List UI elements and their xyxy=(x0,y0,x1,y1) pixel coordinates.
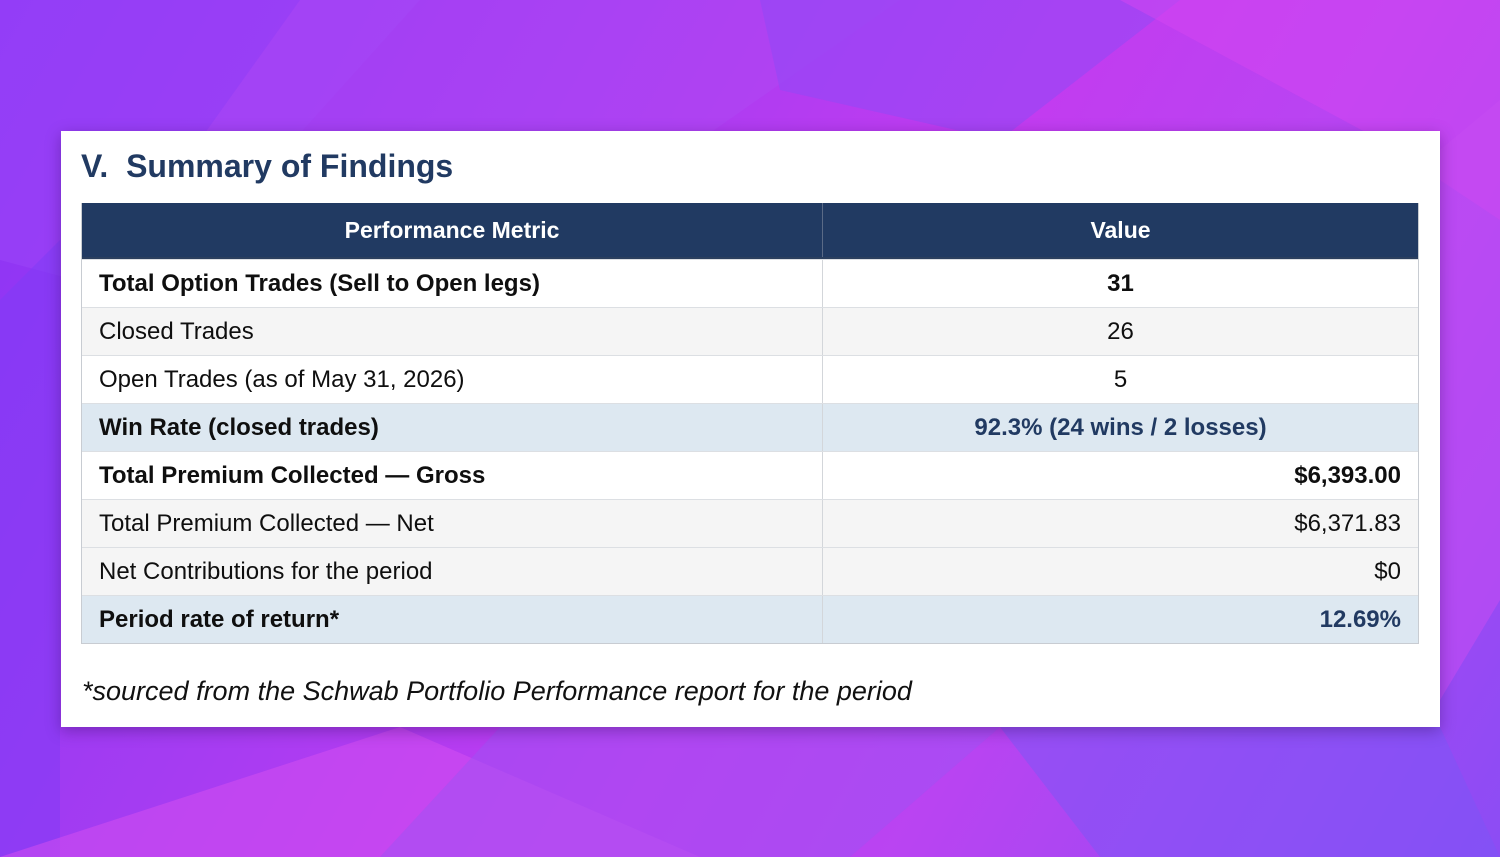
table-row: Open Trades (as of May 31, 2026) 5 xyxy=(82,355,1418,403)
table-row: Closed Trades 26 xyxy=(82,307,1418,355)
value-cell: 26 xyxy=(1107,317,1134,345)
metric-cell: Open Trades (as of May 31, 2026) xyxy=(82,356,823,403)
metric-cell: Total Premium Collected — Gross xyxy=(82,452,823,499)
value-cell: $0 xyxy=(1374,557,1401,585)
table-row-highlight: Period rate of return* 12.69% xyxy=(82,595,1418,643)
value-cell: 31 xyxy=(1107,269,1134,297)
table-row: Total Premium Collected — Gross $6,393.0… xyxy=(82,451,1418,499)
section-title: V. Summary of Findings xyxy=(81,148,454,184)
table-row-highlight: Win Rate (closed trades) 92.3% (24 wins … xyxy=(82,403,1418,451)
metric-cell: Net Contributions for the period xyxy=(82,548,823,595)
table-row: Total Option Trades (Sell to Open legs) … xyxy=(82,259,1418,307)
metric-cell: Period rate of return* xyxy=(82,596,823,643)
footnote: *sourced from the Schwab Portfolio Perfo… xyxy=(82,676,912,706)
value-cell: 5 xyxy=(1113,365,1128,393)
metric-cell: Closed Trades xyxy=(82,308,823,355)
header-metric: Performance Metric xyxy=(82,203,823,257)
header-value: Value xyxy=(1090,216,1151,243)
value-cell: $6,371.83 xyxy=(1294,509,1401,537)
table-row: Net Contributions for the period $0 xyxy=(82,547,1418,595)
table-row: Total Premium Collected — Net $6,371.83 xyxy=(82,499,1418,547)
metric-cell: Total Option Trades (Sell to Open legs) xyxy=(82,260,823,307)
metric-cell: Win Rate (closed trades) xyxy=(82,404,823,451)
value-cell: 12.69% xyxy=(1319,605,1401,633)
metric-cell: Total Premium Collected — Net xyxy=(82,500,823,547)
table-header: Performance Metric Value xyxy=(82,203,1418,259)
value-cell: $6,393.00 xyxy=(1294,461,1401,489)
findings-table: Performance Metric Value Total Option Tr… xyxy=(81,203,1419,644)
summary-card: V. Summary of Findings Performance Metri… xyxy=(61,131,1440,727)
value-cell: 92.3% (24 wins / 2 losses) xyxy=(974,413,1267,441)
